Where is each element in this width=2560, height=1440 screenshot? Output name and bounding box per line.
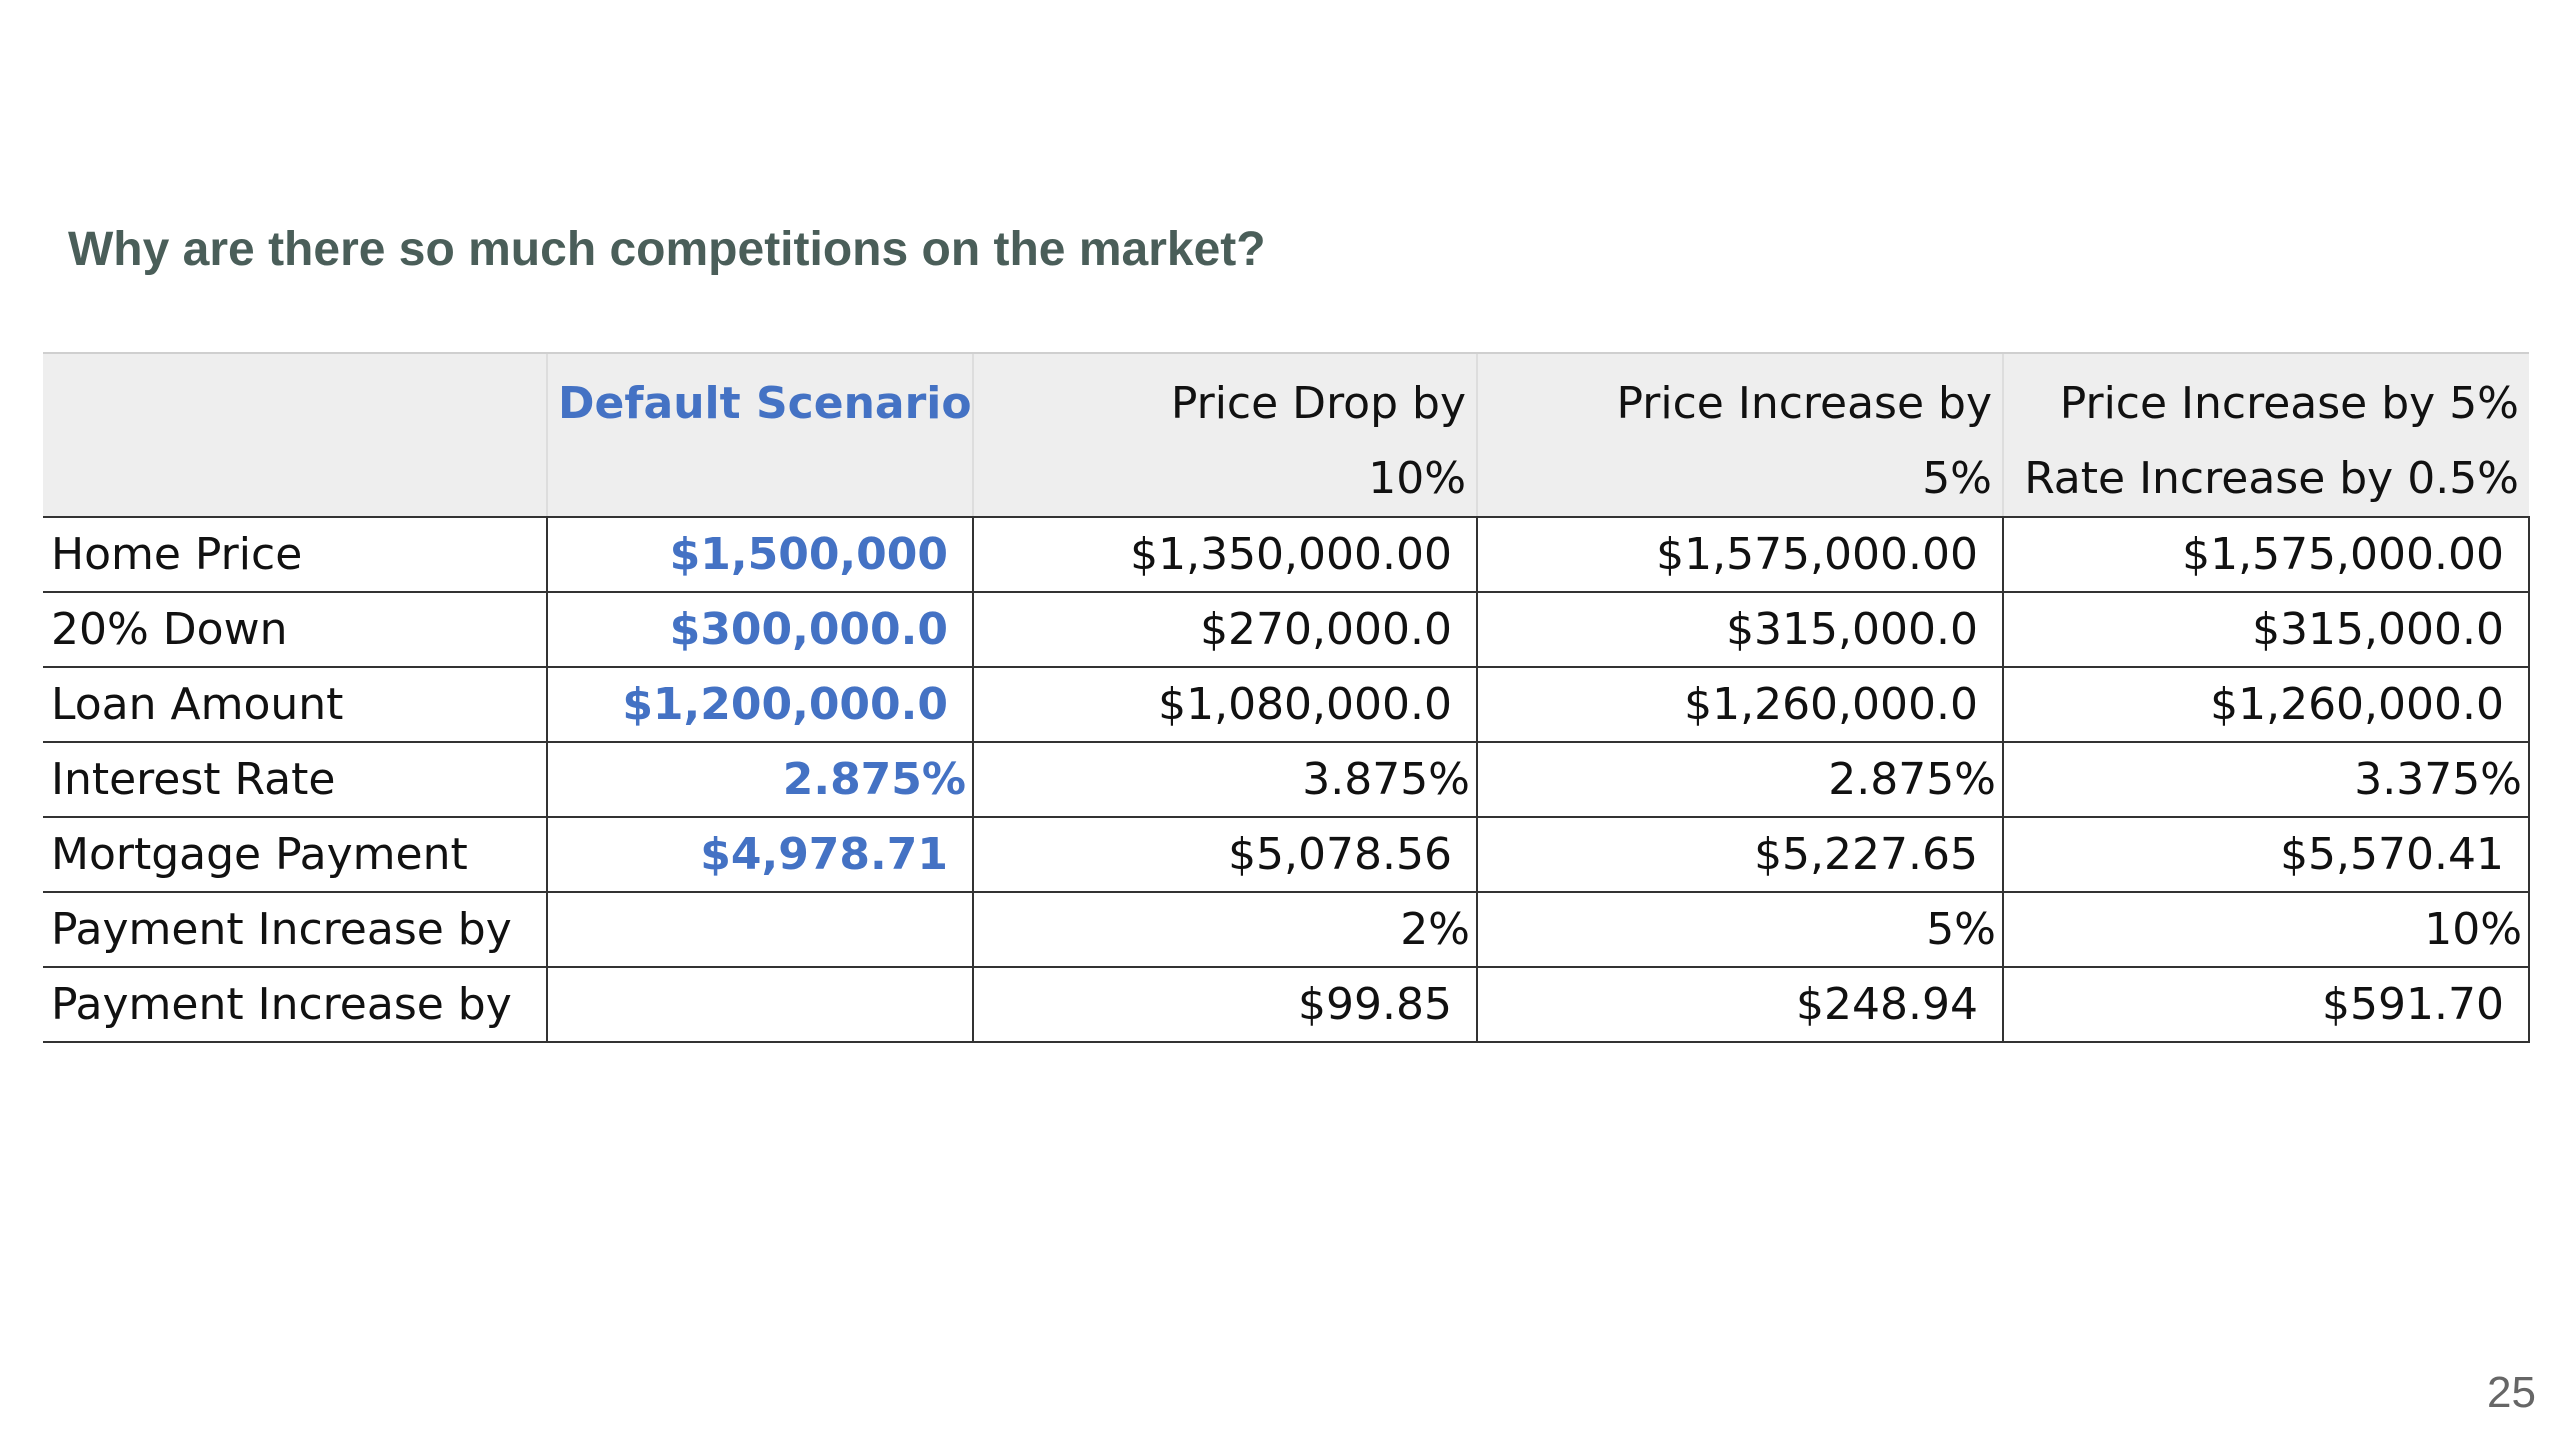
header-line: Price Drop by [1170,378,1466,429]
row-label: Payment Increase by [43,891,548,968]
table-row: Loan Amount $1,200,000.0 $1,080,000.0 $1… [43,666,2530,743]
price-drop-value: $1,080,000.0 [972,666,1478,743]
header-price-drop: Price Drop by 10% [972,352,1477,518]
table-row: Mortgage Payment $4,978.71 $5,078.56 $5,… [43,816,2530,893]
price-increase-value: $1,260,000.0 [1476,666,2004,743]
price-increase-value: $315,000.0 [1476,591,2004,668]
price-drop-value: $1,350,000.00 [972,516,1478,593]
header-line: Price Increase by [1616,378,1992,429]
default-scenario-value: $1,200,000.0 [546,666,974,743]
header-price-and-rate-increase: Price Increase by 5% Rate Increase by 0.… [2002,352,2529,518]
price-increase-value: 5% [1476,891,2004,968]
price-rate-increase-value: $1,575,000.00 [2002,516,2530,593]
price-rate-increase-value: $5,570.41 [2002,816,2530,893]
price-increase-value: 2.875% [1476,741,2004,818]
price-drop-value: $5,078.56 [972,816,1478,893]
header-default-scenario: Default Scenario [546,352,973,518]
default-scenario-value: $4,978.71 [546,816,974,893]
default-scenario-value: 2.875% [546,741,974,818]
price-increase-value: $1,575,000.00 [1476,516,2004,593]
price-drop-value: $270,000.0 [972,591,1478,668]
price-rate-increase-value: $591.70 [2002,966,2530,1043]
header-line: Price Increase by 5% [2059,378,2519,429]
header-line: Rate Increase by 0.5% [2024,453,2519,504]
header-blank-cell [43,352,547,518]
price-drop-value: 3.875% [972,741,1478,818]
scenario-comparison-table: Default Scenario Price Drop by 10% Price… [43,352,2530,1043]
page-number: 25 [2487,1368,2536,1417]
header-price-increase: Price Increase by 5% [1476,352,2003,518]
table-header-row: Default Scenario Price Drop by 10% Price… [43,352,2529,518]
default-scenario-value: $1,500,000 [546,516,974,593]
row-label: Home Price [43,516,548,593]
default-scenario-value: $300,000.0 [546,591,974,668]
row-label: Mortgage Payment [43,816,548,893]
row-label: Payment Increase by [43,966,548,1043]
header-line: Default Scenario [558,378,972,429]
row-label: Interest Rate [43,741,548,818]
header-line: 10% [1368,453,1466,504]
table-row: Payment Increase by 2% 5% 10% [43,891,2530,968]
price-rate-increase-value: 3.375% [2002,741,2530,818]
row-label: 20% Down [43,591,548,668]
default-scenario-value [546,891,974,968]
price-rate-increase-value: 10% [2002,891,2530,968]
slide-title: Why are there so much competitions on th… [68,223,1266,276]
table-row: Payment Increase by $99.85 $248.94 $591.… [43,966,2530,1043]
price-rate-increase-value: $315,000.0 [2002,591,2530,668]
price-increase-value: $5,227.65 [1476,816,2004,893]
row-label: Loan Amount [43,666,548,743]
price-rate-increase-value: $1,260,000.0 [2002,666,2530,743]
default-scenario-value [546,966,974,1043]
price-drop-value: $99.85 [972,966,1478,1043]
price-drop-value: 2% [972,891,1478,968]
header-line: 5% [1922,453,1992,504]
table-row: Home Price $1,500,000 $1,350,000.00 $1,5… [43,516,2530,593]
table-row: Interest Rate 2.875% 3.875% 2.875% 3.375… [43,741,2530,818]
price-increase-value: $248.94 [1476,966,2004,1043]
table-row: 20% Down $300,000.0 $270,000.0 $315,000.… [43,591,2530,668]
